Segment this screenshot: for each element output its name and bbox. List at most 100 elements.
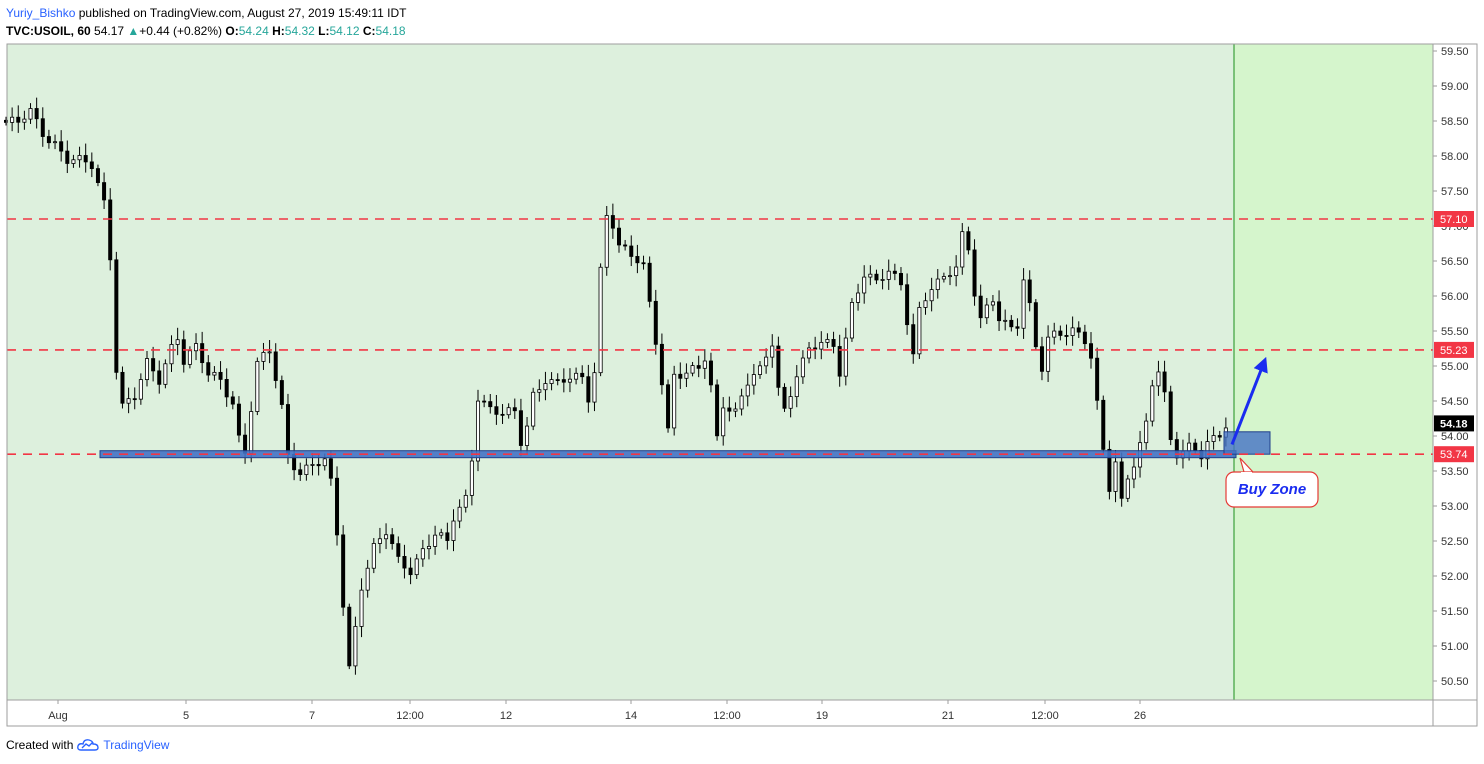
candle-body [978,295,983,319]
candle-body [77,155,82,161]
candle-body [1021,279,1026,329]
price-axis[interactable]: 59.5059.0058.5058.0057.5057.0056.5056.00… [1433,46,1474,688]
close-label: C: [362,24,376,38]
candle-body [984,304,989,319]
candle-body [911,324,916,355]
candle-body [206,362,211,376]
candle-body [151,358,156,372]
candle-body [1089,343,1094,359]
candle-body [610,215,615,229]
candle-body [917,307,922,355]
candle-body [157,370,162,385]
candle-body [451,520,456,541]
candle-body [1003,319,1008,322]
time-tick-label: 12:00 [713,710,741,722]
candle-body [445,532,450,541]
time-tick-label: 19 [816,710,828,722]
candle-body [1217,435,1222,438]
low-value: 54.12 [329,24,360,38]
candle-body [819,341,824,350]
candle-body [1095,357,1100,401]
candle-body [794,376,799,398]
candle-body [567,378,572,383]
candle-body [1009,319,1014,328]
candle-body [1150,385,1155,422]
candle-body [1162,371,1167,393]
candle-body [230,396,235,405]
projection-box[interactable] [1223,431,1271,455]
tradingview-brand[interactable]: TradingView [103,738,170,752]
candle-body [684,372,689,379]
buy-zone-callout[interactable] [1225,471,1319,508]
price-level-label: 53.74 [1440,449,1468,461]
candle-body [322,458,327,467]
price-tick-label: 52.00 [1441,571,1469,583]
chart-header: Yuriy_Bishko published on TradingView.co… [6,4,407,40]
candle-body [114,259,119,373]
candle-body [972,249,977,297]
candle-body [813,347,818,350]
author-link[interactable]: Yuriy_Bishko [6,6,76,20]
candle-body [273,351,278,381]
candle-body [175,339,180,345]
candle-body [200,343,205,364]
low-label: L: [318,24,330,38]
change-arrow-icon: ▲ [127,24,140,38]
candle-body [678,373,683,379]
candle-body [831,339,836,347]
candle-body [764,356,769,367]
candle-body [525,425,530,446]
candle-body [549,379,554,384]
candle-body [279,380,284,405]
candle-body [966,231,971,251]
time-axis[interactable]: Aug 5 7 12:00 12 14 12:00 19 21 12:00 26 [48,700,1146,722]
candle-body [1082,331,1087,345]
candle-body [776,345,781,388]
candle-body [880,279,885,281]
candle-body [1168,391,1173,440]
price-level-badge [1434,446,1474,463]
candle-body [659,343,664,386]
candle-body [1131,466,1136,480]
candle-body [537,389,542,393]
ohlc-line: TVC:USOIL, 60 54.17 ▲+0.44 (+0.82%) O:54… [6,22,407,40]
candle-body [482,400,487,403]
created-with-text: Created with [6,738,74,752]
time-tick-label: 12:00 [1031,710,1059,722]
candle-body [1046,336,1051,372]
future-zone [1234,44,1433,700]
candle-body [770,345,775,358]
price-tick-label: 59.50 [1441,46,1469,58]
candle-body [941,276,946,280]
high-label: H: [272,24,285,38]
price-tick-label: 58.50 [1441,116,1469,128]
projection-arrow[interactable] [1230,356,1268,445]
time-tick-label: 7 [309,710,315,722]
candle-body [500,413,505,416]
candles [4,97,1228,675]
candle-body [898,273,903,286]
price-tick-label: 53.50 [1441,466,1469,478]
buy-zone-label: Buy Zone [1238,481,1306,498]
close-value: 54.18 [375,24,406,38]
candle-body [163,363,168,385]
candle-body [414,558,419,576]
candle-body [120,371,125,404]
candle-body [71,159,76,164]
candle-body [868,273,873,278]
plot-area[interactable] [7,44,1433,700]
candle-body [22,118,27,123]
price-tick-label: 55.00 [1441,361,1469,373]
candle-body [666,384,671,429]
candle-body [1211,435,1216,442]
candle-body [580,372,585,378]
price-tick-label: 55.50 [1441,326,1469,338]
candle-body [132,398,137,401]
candle-body [641,262,646,265]
candle-body [1119,461,1124,499]
candle-body [1076,327,1081,333]
candle-body [574,372,579,380]
candle-body [433,534,438,547]
candle-body [1101,399,1106,450]
